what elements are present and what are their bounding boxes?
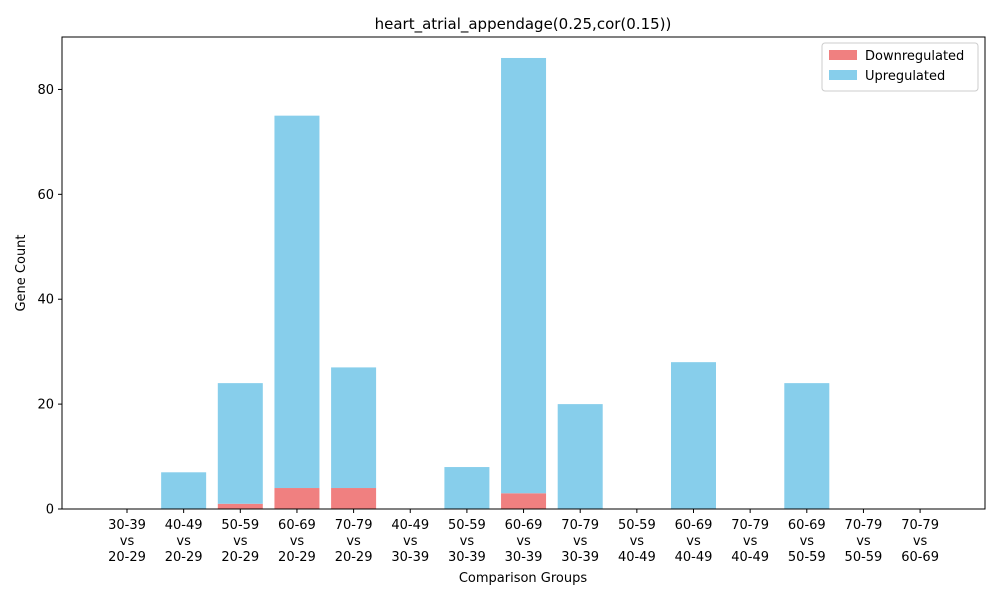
x-tick-label: 70-79 [901, 518, 939, 533]
x-tick-label: vs [120, 534, 135, 549]
y-tick-label: 60 [37, 188, 54, 203]
x-tick-label: vs [800, 534, 815, 549]
x-tick-label: vs [913, 534, 928, 549]
x-tick-label: 30-39 [391, 550, 429, 565]
x-tick-label: 20-29 [165, 550, 203, 565]
x-tick-label: 40-49 [618, 550, 656, 565]
x-tick-label: vs [403, 534, 418, 549]
x-axis-ticks: 30-39vs20-2940-49vs20-2950-59vs20-2960-6… [108, 509, 939, 565]
x-tick-label: vs [573, 534, 588, 549]
y-axis-ticks: 0 20 40 60 80 [37, 83, 62, 518]
bar-upregulated-1 [161, 472, 207, 509]
x-tick-label: 60-69 [278, 518, 316, 533]
x-tick-label: vs [290, 534, 305, 549]
x-tick-label: 30-39 [561, 550, 599, 565]
plot-frame [61, 36, 986, 510]
y-tick-label: 80 [37, 83, 54, 98]
bar-upregulated-2 [217, 383, 263, 504]
y-axis-label: Gene Count [14, 234, 29, 311]
x-tick-label: 50-59 [221, 518, 259, 533]
x-tick-label: 20-29 [108, 550, 146, 565]
x-tick-label: 20-29 [221, 550, 259, 565]
x-tick-label: 60-69 [901, 550, 939, 565]
bar-upregulated-8 [557, 404, 603, 509]
x-tick-label: vs [743, 534, 758, 549]
legend: Downregulated Upregulated [821, 42, 979, 92]
x-tick-label: 70-79 [561, 518, 599, 533]
bar-downregulated-7 [501, 493, 547, 509]
bar-upregulated-12 [784, 383, 830, 509]
legend-swatch-upregulated [829, 70, 857, 80]
legend-label-downregulated: Downregulated [865, 49, 964, 64]
x-tick-label: 40-49 [731, 550, 769, 565]
bars [161, 57, 830, 509]
x-tick-label: vs [686, 534, 701, 549]
x-tick-label: 30-39 [108, 518, 146, 533]
x-tick-label: 50-59 [618, 518, 656, 533]
x-tick-label: 60-69 [788, 518, 826, 533]
x-tick-label: 70-79 [845, 518, 883, 533]
x-tick-label: 30-39 [448, 550, 486, 565]
x-tick-label: 40-49 [165, 518, 203, 533]
y-tick-label: 20 [37, 398, 54, 413]
bar-upregulated-3 [274, 115, 320, 489]
x-tick-label: 20-29 [278, 550, 316, 565]
bar-downregulated-4 [331, 488, 377, 509]
x-tick-label: vs [630, 534, 645, 549]
x-tick-label: 40-49 [391, 518, 429, 533]
x-tick-label: 70-79 [335, 518, 373, 533]
bar-upregulated-7 [501, 57, 547, 494]
x-tick-label: vs [176, 534, 191, 549]
x-tick-label: 50-59 [845, 550, 883, 565]
x-tick-label: vs [346, 534, 361, 549]
x-tick-label: 50-59 [448, 518, 486, 533]
x-tick-label: 60-69 [675, 518, 713, 533]
x-tick-label: 60-69 [505, 518, 543, 533]
x-tick-label: vs [460, 534, 475, 549]
x-tick-label: 30-39 [505, 550, 543, 565]
bar-downregulated-3 [274, 488, 320, 509]
x-axis-label: Comparison Groups [459, 571, 588, 586]
x-tick-label: 20-29 [335, 550, 373, 565]
legend-swatch-downregulated [829, 50, 857, 60]
legend-label-upregulated: Upregulated [865, 69, 945, 84]
x-tick-label: vs [856, 534, 871, 549]
x-tick-label: 50-59 [788, 550, 826, 565]
x-tick-label: 70-79 [731, 518, 769, 533]
bar-upregulated-4 [331, 367, 377, 489]
chart-title: heart_atrial_appendage(0.25,cor(0.15)) [375, 15, 672, 34]
bar-upregulated-6 [444, 467, 490, 509]
bar-downregulated-2 [217, 503, 263, 509]
y-tick-label: 40 [37, 293, 54, 308]
x-tick-label: vs [516, 534, 531, 549]
legend-box [821, 42, 979, 92]
bar-upregulated-10 [671, 362, 716, 509]
x-tick-label: 40-49 [675, 550, 713, 565]
y-tick-label: 0 [46, 503, 54, 518]
x-tick-label: vs [233, 534, 248, 549]
